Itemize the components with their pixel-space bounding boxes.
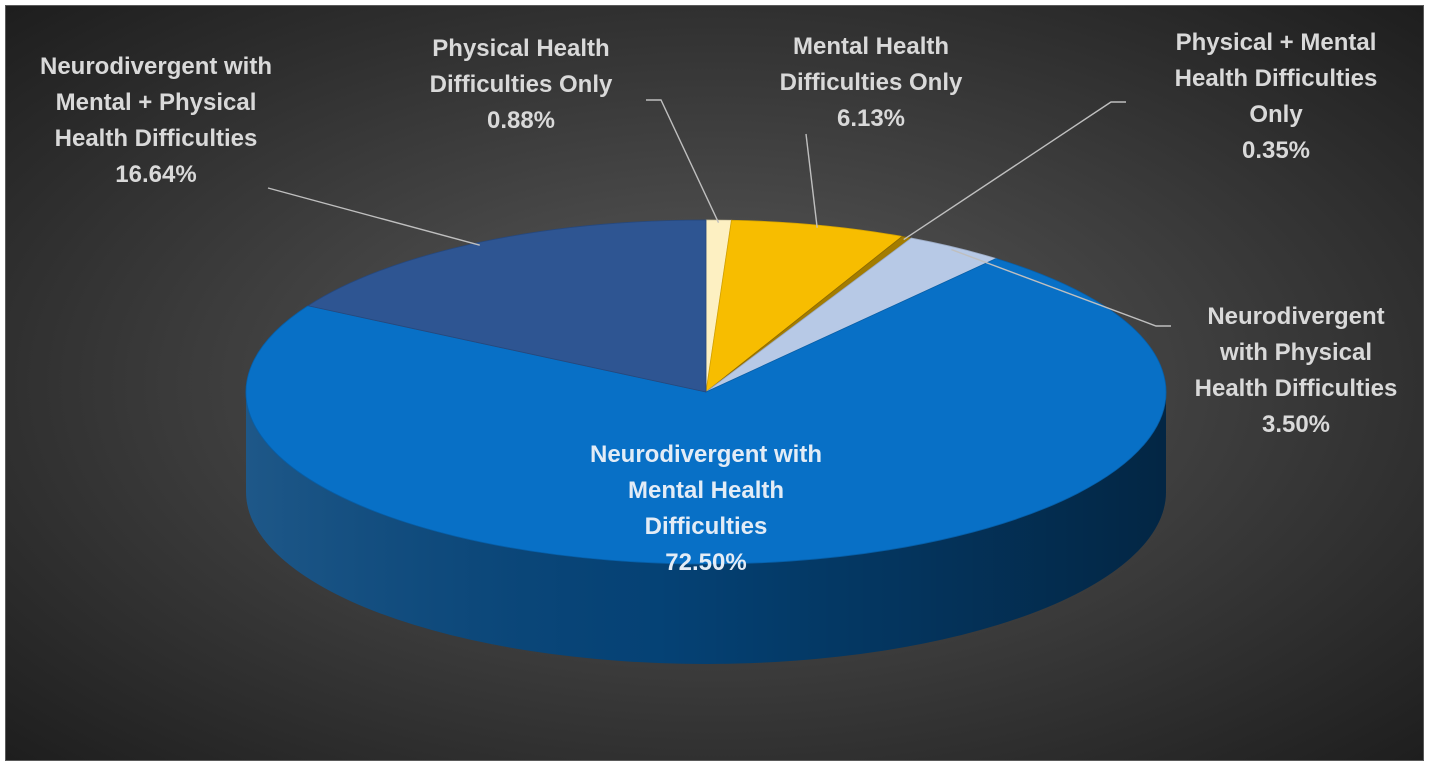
leader-line-physical-only: [646, 99, 720, 223]
value-label-mental-only: 6.13%: [837, 105, 905, 132]
value-label-nd-mental: 72.50%: [665, 549, 746, 576]
name-line-physical-mental-only: Health Difficulties: [1175, 65, 1378, 92]
leader-line-mental-only: [805, 133, 818, 228]
name-line-nd-physical: with Physical: [1219, 339, 1372, 366]
name-line-nd-physical: Health Difficulties: [1195, 375, 1398, 402]
value-label-physical-only: 0.88%: [487, 107, 555, 134]
name-line-nd-physical: Neurodivergent: [1207, 303, 1384, 330]
slice-side-shade-nd-mental: [246, 392, 1166, 664]
name-line-nd-mental-physical: Mental + Physical: [56, 89, 257, 116]
label-physical-only: Physical Health Difficulties Only 0.88%: [430, 35, 613, 134]
label-nd-mental-physical: Neurodivergent with Mental + Physical Heal…: [40, 53, 272, 188]
name-line-nd-mental-physical: Health Difficulties: [55, 125, 258, 152]
name-line-physical-only: Physical Health: [432, 35, 609, 62]
leader-line-nd-mental-physical: [267, 187, 480, 246]
slice-nd-mental-physical: [306, 219, 707, 393]
name-line-nd-mental: Neurodivergent with: [590, 441, 822, 468]
label-mental-only: Mental Health Difficulties Only 6.13%: [780, 33, 963, 132]
name-line-mental-only: Mental Health: [793, 33, 949, 60]
name-line-physical-only: Difficulties Only: [430, 71, 613, 98]
chart-frame: Physical Health Difficulties Only 0.88% Men…: [5, 5, 1424, 761]
leader-line-physical-mental-only: [903, 101, 1126, 241]
slice-labels: Physical Health Difficulties Only 0.88% Men…: [40, 29, 1397, 576]
value-label-nd-physical: 3.50%: [1262, 411, 1330, 438]
name-line-nd-mental-physical: Neurodivergent with: [40, 53, 272, 80]
pie-chart: Physical Health Difficulties Only 0.88% Men…: [6, 6, 1423, 760]
slice-mental-only: [705, 219, 904, 393]
name-line-physical-mental-only: Physical + Mental: [1176, 29, 1377, 56]
name-line-nd-mental: Difficulties: [645, 513, 768, 540]
leader-lines: [267, 99, 1171, 327]
name-line-mental-only: Difficulties Only: [780, 69, 963, 96]
pie-sides: [246, 392, 1166, 664]
label-physical-mental-only: Physical + Mental Health Difficulties Only…: [1175, 29, 1378, 164]
name-line-nd-mental: Mental Health: [628, 477, 784, 504]
leader-line-nd-physical: [951, 248, 1171, 327]
slice-nd-mental: [245, 258, 1167, 565]
label-nd-physical: Neurodivergent with Physical Health Diffic…: [1195, 303, 1398, 438]
pie-top: [245, 219, 1167, 565]
value-label-physical-mental-only: 0.35%: [1242, 137, 1310, 164]
label-nd-mental: Neurodivergent with Mental Health Difficul…: [590, 441, 822, 576]
name-line-physical-mental-only: Only: [1249, 101, 1303, 128]
value-label-nd-mental-physical: 16.64%: [115, 161, 196, 188]
